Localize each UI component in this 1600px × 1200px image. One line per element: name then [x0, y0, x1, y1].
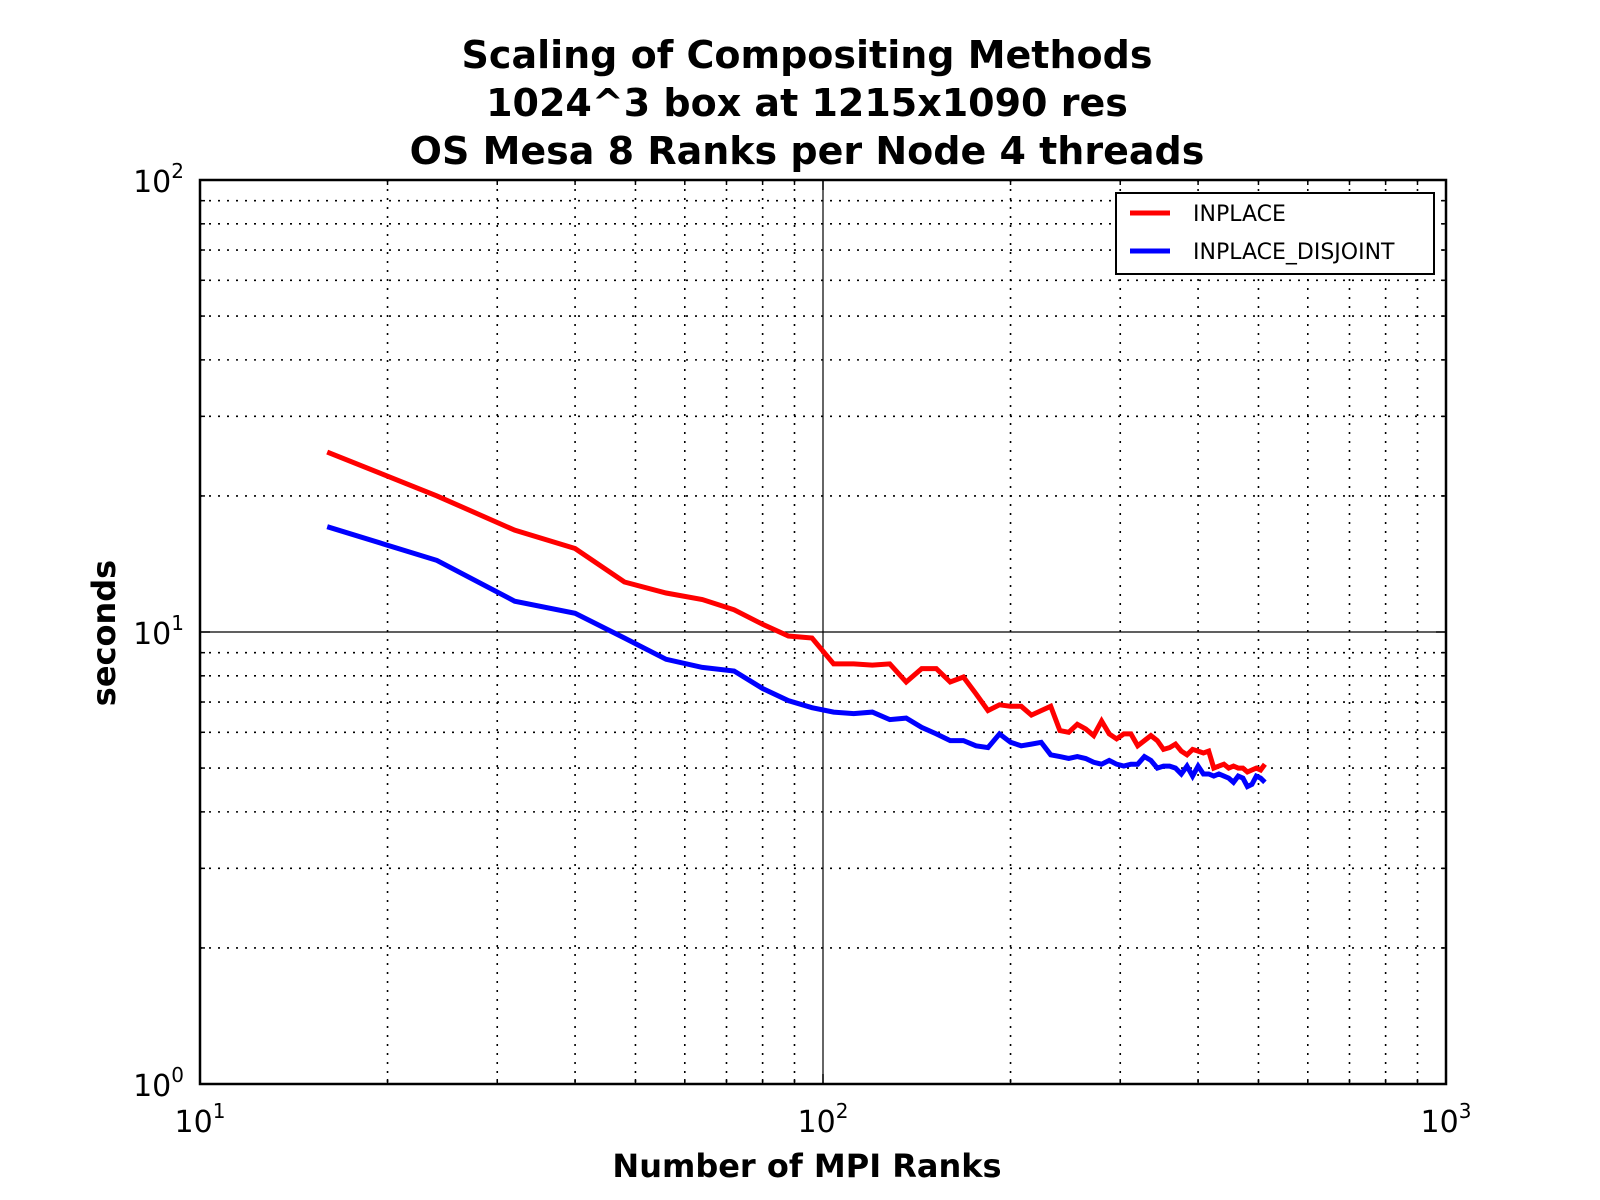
legend-box	[1115, 192, 1435, 275]
x-axis-label: Number of MPI Ranks	[612, 1147, 1001, 1185]
title-line-3: OS Mesa 8 Ranks per Node 4 threads	[410, 129, 1205, 173]
x-tick-label: 102	[798, 1099, 849, 1140]
chart-title: Scaling of Compositing Methods 1024^3 bo…	[410, 33, 1205, 173]
legend-label-inplace-disjoint: INPLACE_DISJOINT	[1193, 240, 1395, 265]
y-tick-label: 102	[133, 159, 184, 200]
title-line-2: 1024^3 box at 1215x1090 res	[486, 81, 1128, 125]
title-line-1: Scaling of Compositing Methods	[462, 33, 1153, 77]
x-tick-label: 103	[1421, 1099, 1472, 1140]
legend: INPLACE INPLACE_DISJOINT	[1115, 192, 1435, 275]
series-line-inplace	[326, 449, 1267, 775]
axis-ticks	[200, 180, 1446, 1084]
legend-label-inplace: INPLACE	[1193, 202, 1286, 227]
y-tick-label: 100	[133, 1063, 184, 1104]
x-tick-label: 101	[175, 1099, 226, 1140]
grid	[200, 180, 1446, 1084]
series-lines	[326, 449, 1267, 790]
y-axis-label: seconds	[85, 560, 123, 706]
series-line-inplace-disjoint	[326, 524, 1267, 790]
y-tick-label: 101	[133, 611, 184, 652]
